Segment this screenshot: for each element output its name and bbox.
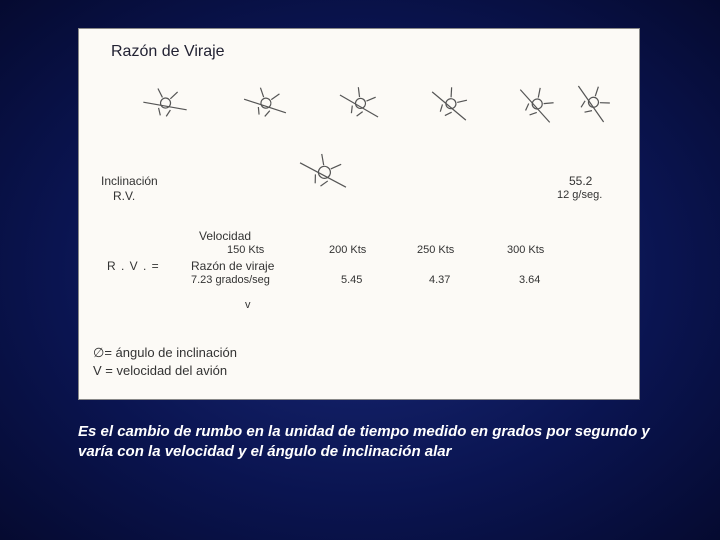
rv-col-2: 5.45 xyxy=(341,274,362,286)
slide-caption: Es el cambio de rumbo en la unidad de ti… xyxy=(78,422,658,463)
rv-col-3: 4.37 xyxy=(429,274,450,286)
legend-v: V = velocidad del avión xyxy=(93,363,227,378)
header-velocidad: Velocidad xyxy=(199,229,251,243)
plane-sketch-6 xyxy=(563,79,619,129)
plane-sketch-mid xyxy=(291,147,355,203)
plane-sketch-1 xyxy=(137,81,193,131)
speed-col-4: 300 Kts xyxy=(507,244,544,256)
header-razon: Razón de viraje xyxy=(191,259,274,273)
rv-col-1: 7.23 grados/seg xyxy=(191,274,270,286)
rv-equals: R . V . = xyxy=(107,259,160,273)
speed-col-2: 200 Kts xyxy=(329,244,366,256)
plane-sketch-2 xyxy=(237,81,293,131)
plane-sketch-4 xyxy=(421,81,477,131)
plane-sketch-5 xyxy=(507,81,563,131)
rv-col-4: 3.64 xyxy=(519,274,540,286)
diagram-panel: Razón de Viraje Inclinación R.V. 55.2 12… xyxy=(78,28,640,400)
speed-col-1: 150 Kts xyxy=(227,244,264,256)
plane-sketch-3 xyxy=(331,81,387,131)
label-rv: R.V. xyxy=(113,189,135,203)
legend-phi: ∅= ángulo de inclinación xyxy=(93,345,237,361)
value-bank-angle: 55.2 xyxy=(569,174,592,188)
panel-title: Razón de Viraje xyxy=(111,43,225,61)
v-symbol: v xyxy=(245,299,251,311)
value-rv-max: 12 g/seg. xyxy=(557,189,602,201)
label-inclinacion: Inclinación xyxy=(101,174,158,188)
speed-col-3: 250 Kts xyxy=(417,244,454,256)
